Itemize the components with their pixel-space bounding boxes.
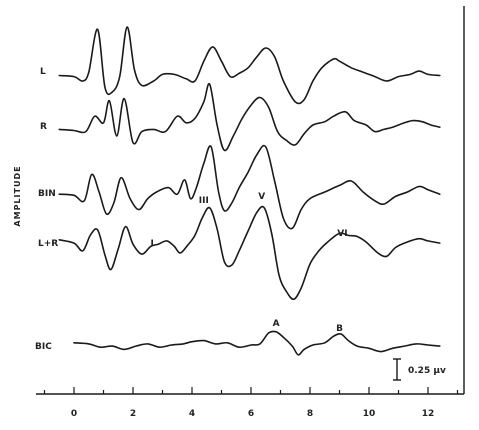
trace-bic: [73, 330, 441, 356]
y-axis-label: AMPLITUDE: [13, 165, 22, 226]
x-tick-label: 10: [363, 409, 376, 419]
series-label-lplusr: L+R: [38, 239, 58, 249]
peak-label-i: I: [150, 239, 153, 249]
peak-label-v: V: [258, 192, 265, 202]
series-label-l: L: [40, 67, 46, 77]
series-label-r: R: [40, 122, 47, 132]
trace-l: [58, 26, 441, 105]
scale-bar: 0.25 µv: [393, 358, 446, 381]
series-label-bin: BIN: [38, 189, 56, 199]
peak-label-iii: III: [199, 196, 209, 206]
x-axis: 0 2 4 6 8 10 12: [36, 6, 465, 419]
peak-label-b: B: [336, 324, 343, 334]
peak-label-a: A: [273, 319, 280, 329]
series-labels: L R BIN L+R BIC: [35, 67, 58, 352]
trace-bin: [58, 144, 441, 230]
x-tick-label: 2: [130, 409, 136, 419]
x-tick-label: 0: [71, 409, 77, 419]
trace-lplusr: [58, 205, 441, 301]
series-label-bic: BIC: [35, 342, 52, 352]
waveform-traces: [58, 26, 441, 356]
x-tick-label: 8: [307, 409, 313, 419]
peak-label-vi: VI: [337, 229, 347, 239]
scale-bar-label: 0.25 µv: [408, 366, 446, 376]
x-tick-label: 6: [248, 409, 254, 419]
x-tick-label: 4: [189, 409, 195, 419]
trace-r: [58, 82, 441, 152]
x-tick-label: 12: [422, 409, 435, 419]
